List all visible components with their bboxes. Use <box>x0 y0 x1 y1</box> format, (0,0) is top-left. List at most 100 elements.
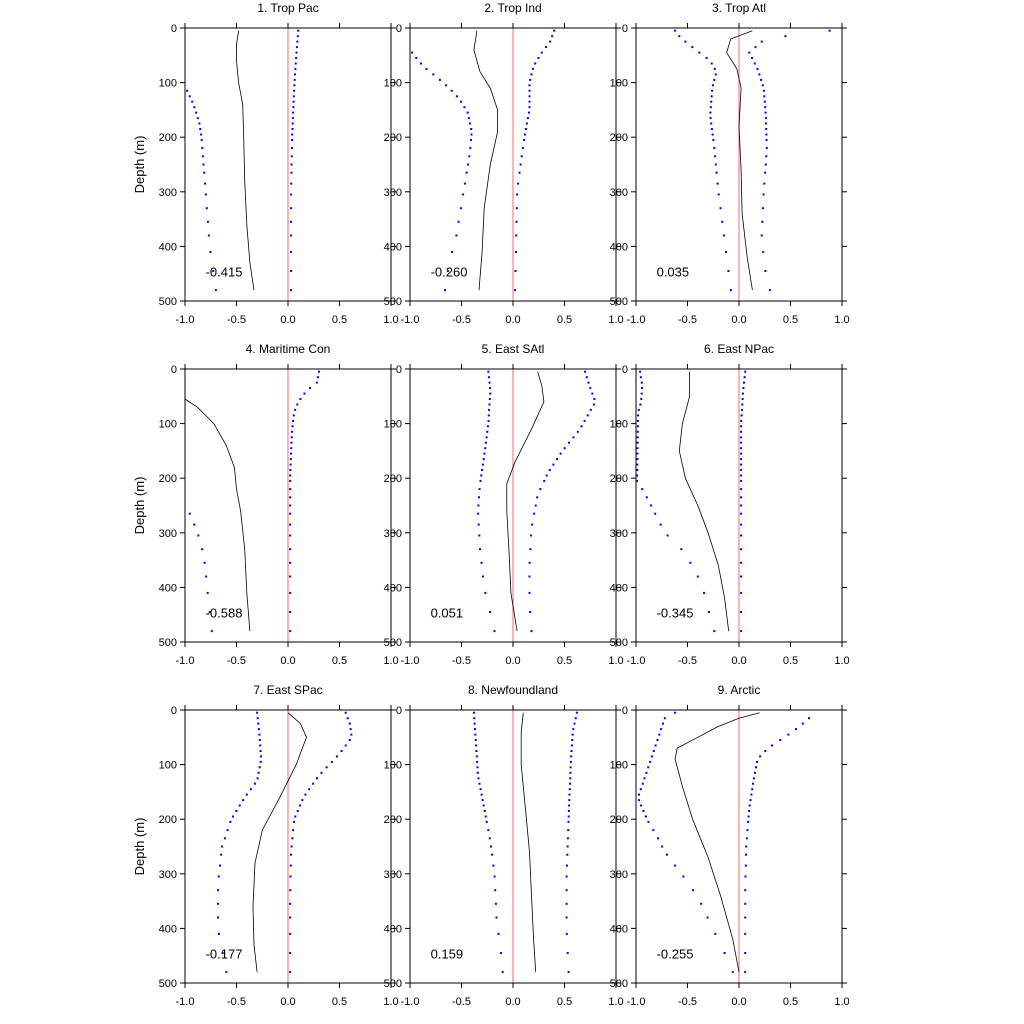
upper-bound-point <box>572 436 575 439</box>
upper-bound-point <box>744 889 747 892</box>
lower-bound-point <box>640 381 643 384</box>
upper-bound-point <box>779 739 782 741</box>
lower-bound-point <box>703 591 705 594</box>
lower-bound-point <box>477 512 480 515</box>
upper-bound-point <box>764 111 767 114</box>
y-tick-label: 100 <box>384 419 402 431</box>
upper-bound-point <box>752 777 755 780</box>
y-tick-label: 300 <box>159 869 177 881</box>
x-tick-label: 0.0 <box>731 314 746 326</box>
upper-bound-point <box>765 122 767 125</box>
lower-bound-point <box>636 479 638 482</box>
upper-bound-point <box>763 100 766 103</box>
x-tick-label: -0.5 <box>227 996 246 1008</box>
y-tick-label: 400 <box>159 582 177 594</box>
upper-bound-point <box>528 106 531 109</box>
upper-bound-point <box>289 469 292 471</box>
x-tick-label: 0.5 <box>332 314 347 326</box>
upper-bound-point <box>569 771 572 774</box>
lower-bound-point <box>684 40 687 43</box>
upper-bound-point <box>764 270 767 272</box>
upper-bound-point <box>591 392 594 395</box>
correlation-value: -0.588 <box>206 605 243 620</box>
lower-bound-point <box>475 750 478 752</box>
lower-bound-point <box>258 739 261 741</box>
panel-9: -1.0 -0.5 0.0 0.5 1.0 0 100 200 300 400 500 9. Arct… <box>610 683 850 1008</box>
upper-bound-point <box>553 29 556 32</box>
upper-bound-point <box>530 73 533 76</box>
lower-bound-point <box>200 138 203 141</box>
upper-bound-point <box>752 782 754 785</box>
upper-bound-point <box>569 766 572 769</box>
lower-bound-point <box>220 853 223 856</box>
lower-bound-point <box>638 793 640 796</box>
x-tick-label: -0.5 <box>227 314 246 326</box>
correlation-value: -0.255 <box>657 946 694 961</box>
upper-bound-point <box>761 84 764 87</box>
upper-bound-point <box>740 512 743 515</box>
upper-bound-point <box>292 100 295 103</box>
lower-bound-point <box>639 376 642 379</box>
upper-bound-point <box>743 376 746 379</box>
upper-bound-point <box>290 250 293 253</box>
upper-bound-point <box>568 441 570 444</box>
panel-6: -1.0 -0.5 0.0 0.5 1.0 0 100 200 300 400 500 6. East… <box>610 342 850 667</box>
lower-bound-point <box>217 875 220 878</box>
upper-bound-point <box>530 534 533 537</box>
upper-bound-point <box>571 733 574 736</box>
lower-bound-point <box>199 128 202 130</box>
upper-bound-point <box>548 469 551 471</box>
upper-bound-point <box>787 733 790 736</box>
upper-bound-point <box>289 504 292 507</box>
lower-bound-point <box>710 100 713 103</box>
upper-bound-point <box>740 534 743 537</box>
lower-bound-point <box>731 971 734 974</box>
lower-bound-point <box>491 853 494 856</box>
upper-bound-point <box>289 534 292 537</box>
lower-bound-point <box>259 760 262 763</box>
upper-bound-point <box>744 902 747 905</box>
lower-bound-point <box>652 829 655 832</box>
x-tick-label: 0.0 <box>280 996 295 1008</box>
upper-bound-point <box>515 220 518 223</box>
lower-bound-point <box>478 782 481 785</box>
upper-bound-point <box>289 463 292 466</box>
lower-bound-point <box>493 630 496 633</box>
upper-bound-point <box>742 387 745 390</box>
upper-bound-point <box>528 111 530 114</box>
x-tick-label: 1.0 <box>834 655 849 667</box>
lower-bound-point <box>638 799 641 802</box>
lower-bound-point <box>238 804 241 807</box>
y-tick-label: 0 <box>396 23 402 35</box>
upper-bound-point <box>744 370 747 373</box>
upper-bound-point <box>516 193 519 196</box>
lower-bound-point <box>470 128 473 130</box>
upper-bound-point <box>751 57 753 59</box>
upper-bound-point <box>528 561 531 564</box>
x-tick-label: 0.0 <box>280 314 295 326</box>
lower-bound-point <box>206 591 209 594</box>
upper-bound-point <box>299 804 301 807</box>
lower-bound-point <box>637 408 640 411</box>
upper-bound-point <box>294 408 297 411</box>
upper-bound-point <box>585 376 588 379</box>
upper-bound-point <box>291 430 293 433</box>
lower-bound-point <box>476 771 479 774</box>
lower-bound-point <box>196 117 199 120</box>
y-tick-label: 100 <box>159 760 177 772</box>
upper-bound-point <box>290 155 293 158</box>
lower-bound-point <box>499 952 502 954</box>
y-tick-label: 400 <box>159 241 177 253</box>
upper-bound-point <box>740 488 743 491</box>
upper-bound-point <box>740 447 743 450</box>
lower-bound-point <box>723 952 726 954</box>
x-tick-label: 1.0 <box>383 996 398 1008</box>
upper-bound-point <box>764 750 767 752</box>
lower-bound-point <box>477 504 480 507</box>
upper-bound-point <box>580 425 583 428</box>
lower-bound-point <box>476 760 479 763</box>
lower-bound-point <box>493 875 496 878</box>
lower-bound-point <box>636 474 639 477</box>
y-tick-label: 400 <box>384 241 402 253</box>
upper-bound-point <box>316 376 319 379</box>
